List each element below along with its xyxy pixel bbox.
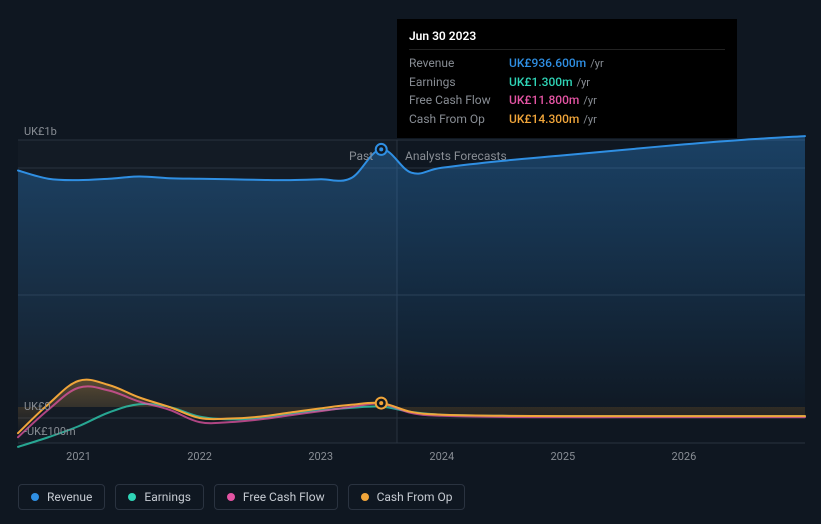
tooltip-row-suffix: /yr (583, 93, 596, 110)
x-axis-label: 2025 (550, 450, 575, 463)
y-axis-label: -UK£100m (24, 425, 76, 438)
tooltip-row-label: Free Cash Flow (409, 91, 509, 109)
tooltip-row: EarningsUK£1.300m/yr (409, 73, 725, 92)
x-axis-label: 2026 (672, 450, 697, 463)
legend-dot-icon (128, 493, 136, 501)
y-axis-label: UK£0 (24, 400, 51, 413)
legend-dot-icon (31, 493, 39, 501)
x-axis-label: 2021 (66, 450, 91, 463)
tooltip-row-value: UK£11.800m (509, 91, 579, 109)
tooltip-date: Jun 30 2023 (409, 27, 725, 50)
x-axis-label: 2022 (187, 450, 212, 463)
legend-item-label: Revenue (47, 490, 92, 504)
chart-legend: Revenue Earnings Free Cash Flow Cash From O… (18, 484, 465, 510)
legend-item-revenue[interactable]: Revenue (18, 484, 105, 510)
legend-dot-icon (227, 493, 235, 501)
x-axis-label: 2024 (429, 450, 454, 463)
legend-item-fcf[interactable]: Free Cash Flow (214, 484, 338, 510)
tooltip-row: Cash From OpUK£14.300m/yr (409, 110, 725, 129)
section-label-forecast: Analysts Forecasts (405, 149, 507, 163)
tooltip-row-label: Revenue (409, 54, 509, 72)
legend-item-cfo[interactable]: Cash From Op (348, 484, 466, 510)
legend-item-label: Cash From Op (377, 490, 453, 504)
legend-item-label: Earnings (144, 490, 191, 504)
tooltip-row-suffix: /yr (590, 56, 603, 73)
legend-item-label: Free Cash Flow (243, 490, 325, 504)
tooltip-row-value: UK£14.300m (509, 110, 579, 128)
tooltip-row-label: Cash From Op (409, 110, 509, 128)
financials-chart: UK£1b UK£0 -UK£100m 2021 2022 2023 2024 2025 20… (0, 0, 821, 524)
tooltip-row-suffix: /yr (583, 112, 596, 129)
tooltip-row: RevenueUK£936.600m/yr (409, 54, 725, 73)
section-label-past: Past (349, 149, 373, 163)
x-axis-label: 2023 (308, 450, 333, 463)
tooltip-row-suffix: /yr (577, 75, 590, 92)
y-axis-label: UK£1b (24, 125, 57, 138)
tooltip-row: Free Cash FlowUK£11.800m/yr (409, 91, 725, 110)
legend-item-earnings[interactable]: Earnings (115, 484, 204, 510)
chart-tooltip: Jun 30 2023 RevenueUK£936.600m/yrEarning… (397, 19, 737, 138)
tooltip-row-value: UK£936.600m (509, 54, 586, 72)
tooltip-row-label: Earnings (409, 73, 509, 91)
tooltip-row-value: UK£1.300m (509, 73, 573, 91)
legend-dot-icon (361, 493, 369, 501)
